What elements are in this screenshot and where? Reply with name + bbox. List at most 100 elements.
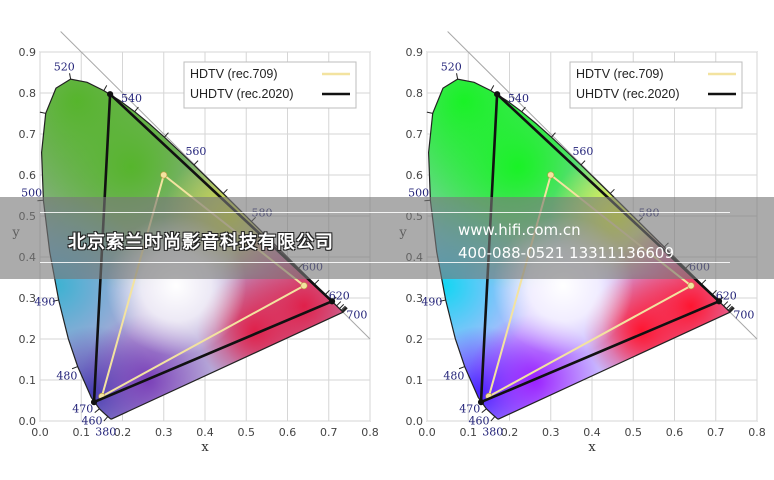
wavelength-label: 380 xyxy=(482,426,503,439)
locus-tick xyxy=(103,85,108,91)
x-tick-label: 0.2 xyxy=(501,426,519,439)
locus-tick xyxy=(439,299,446,302)
wavelength-label: 520 xyxy=(441,61,462,74)
locus-tick xyxy=(222,188,228,194)
gamut-vertex-point xyxy=(715,298,723,305)
x-tick-label: 0.4 xyxy=(583,426,601,439)
spectral-locus xyxy=(40,78,344,420)
y-tick-label: 0.8 xyxy=(19,87,37,100)
wavelength-label: 540 xyxy=(121,92,142,105)
y-tick-label: 0.6 xyxy=(19,169,37,182)
y-tick-label: 0.1 xyxy=(19,374,37,387)
locus-tick xyxy=(39,111,46,114)
locus-tick xyxy=(314,279,320,285)
gamut-vertex-point xyxy=(687,282,695,290)
x-tick-label: 0.2 xyxy=(114,426,132,439)
y-tick-label: 0.3 xyxy=(19,292,37,305)
wavelength-label: 480 xyxy=(56,369,77,382)
chart-legend: HDTV (rec.709) UHDTV (rec.2020) xyxy=(569,61,743,109)
y-tick-label: 0.0 xyxy=(406,415,424,428)
locus-tick xyxy=(342,307,348,313)
locus-tick xyxy=(521,106,526,113)
locus-tick xyxy=(426,111,433,114)
x-tick-label: 0.6 xyxy=(666,426,684,439)
legend-label: HDTV (rec.709) xyxy=(190,67,278,81)
wavelength-label: 470 xyxy=(459,402,480,415)
banner-top-rule xyxy=(40,212,730,213)
gamut-vertex-point xyxy=(90,399,98,406)
locus-tick xyxy=(723,301,729,307)
locus-tick xyxy=(164,132,169,138)
wavelength-label: 460 xyxy=(468,415,489,428)
website-text: www.hifi.com.cn xyxy=(458,221,581,239)
chart-legend: HDTV (rec.709) UHDTV (rec.2020) xyxy=(183,61,357,109)
locus-tick xyxy=(729,307,735,313)
wavelength-label: 490 xyxy=(421,296,442,309)
y-tick-label: 0.3 xyxy=(406,292,424,305)
locus-tick xyxy=(69,73,72,80)
legend-label: HDTV (rec.709) xyxy=(576,67,664,81)
y-tick-label: 0.2 xyxy=(406,333,424,346)
wavelength-label: 480 xyxy=(443,369,464,382)
locus-tick xyxy=(701,279,707,285)
locus-tick xyxy=(609,188,615,194)
gamut-vertex-point xyxy=(494,91,501,98)
locus-tick xyxy=(339,304,345,310)
company-name: 北京索兰时尚影音科技有限公司 xyxy=(68,232,334,253)
y-tick-label: 0.2 xyxy=(19,333,37,346)
gamut-vertex-point xyxy=(107,91,114,98)
locus-tick xyxy=(728,306,734,312)
banner-bottom-rule xyxy=(40,262,730,263)
legend-label: UHDTV (rec.2020) xyxy=(576,87,680,101)
locus-tick xyxy=(94,408,100,414)
phone-numbers: 400-088-0521 13311136609 xyxy=(458,244,675,262)
locus-tick xyxy=(456,73,459,80)
watermark-banner xyxy=(0,197,774,279)
x-tick-label: 0.7 xyxy=(707,426,725,439)
spectral-locus xyxy=(427,78,731,420)
x-tick-label: 0.0 xyxy=(31,426,49,439)
locus-tick xyxy=(727,305,733,311)
x-tick-label: 0.5 xyxy=(625,426,643,439)
locus-tick xyxy=(341,306,347,312)
wavelength-label: 540 xyxy=(508,92,529,105)
wavelength-label: 560 xyxy=(185,145,206,158)
wavelength-label: 500 xyxy=(408,187,429,200)
gamut-vertex-point xyxy=(477,399,485,406)
locus-tick xyxy=(134,106,139,113)
y-tick-label: 0.0 xyxy=(19,415,37,428)
locus-tick xyxy=(481,408,487,414)
locus-tick xyxy=(340,305,346,311)
wavelength-label: 700 xyxy=(346,308,367,321)
locus-tick xyxy=(342,307,348,313)
x-tick-label: 0.3 xyxy=(542,426,560,439)
locus-tick xyxy=(726,304,732,310)
locus-tick xyxy=(490,85,495,91)
locus-tick xyxy=(52,299,59,302)
gamut-vertex-point xyxy=(328,298,336,305)
wavelength-label: 520 xyxy=(54,61,75,74)
x-tick-label: 0.3 xyxy=(155,426,173,439)
wavelength-label: 560 xyxy=(572,145,593,158)
x-tick-label: 0.8 xyxy=(748,426,766,439)
y-tick-label: 0.7 xyxy=(19,128,37,141)
x-tick-label: 0.5 xyxy=(238,426,256,439)
y-tick-label: 0.6 xyxy=(406,169,424,182)
locus-tick xyxy=(193,160,199,166)
gamut-vertex-point xyxy=(547,171,555,179)
locus-tick xyxy=(103,416,109,422)
y-tick-label: 0.9 xyxy=(406,46,424,59)
x-tick-label: 0.0 xyxy=(418,426,436,439)
locus-tick xyxy=(458,366,465,370)
wavelength-label: 700 xyxy=(733,308,754,321)
wavelength-label: 380 xyxy=(95,426,116,439)
wavelength-label: 490 xyxy=(34,296,55,309)
locus-tick xyxy=(551,132,556,138)
x-tick-label: 0.8 xyxy=(361,426,379,439)
legend-label: UHDTV (rec.2020) xyxy=(190,87,294,101)
y-tick-label: 0.9 xyxy=(19,46,37,59)
wavelength-label: 460 xyxy=(81,415,102,428)
x-tick-label: 0.6 xyxy=(279,426,297,439)
x-axis-label: x xyxy=(201,440,209,455)
x-tick-label: 0.1 xyxy=(73,426,91,439)
